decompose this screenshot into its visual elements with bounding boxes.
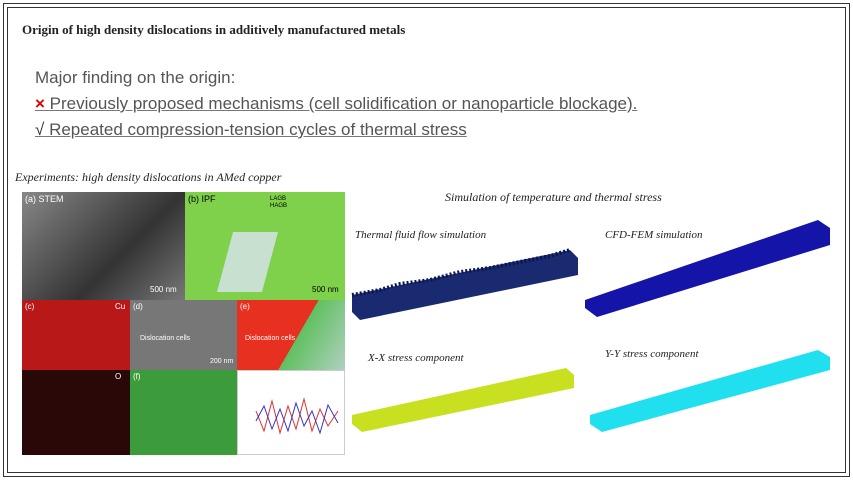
o-map <box>22 370 130 455</box>
panel-label: (b) IPF <box>188 194 216 204</box>
map-label: Cu <box>115 302 126 311</box>
profile-plot <box>237 370 345 455</box>
simulation-beams <box>351 220 830 432</box>
findings-heading: Major finding on the origin: <box>35 68 236 87</box>
beam <box>352 368 574 432</box>
map-label: O <box>115 372 122 381</box>
panel-label: (f) <box>133 372 141 381</box>
check-marker: √ <box>35 120 45 139</box>
stem-image <box>22 192 185 300</box>
grain <box>216 232 279 292</box>
line <box>255 397 339 435</box>
scale-label: 500 nm <box>312 285 339 294</box>
scale-label: 500 nm <box>150 285 177 294</box>
annotation: Dislocation cells <box>140 335 191 342</box>
annotation: Dislocation cells <box>245 335 296 342</box>
orientation-map <box>237 300 345 370</box>
simulation-caption: Simulation of temperature and thermal st… <box>445 190 662 204</box>
cross-marker: × <box>35 94 45 113</box>
cu-map <box>22 300 130 370</box>
title: Origin of high density dislocations in a… <box>22 22 406 37</box>
panel-label: (d) <box>133 302 143 311</box>
line <box>255 401 339 435</box>
finding-text: Repeated compression-tension cycles of t… <box>49 120 467 139</box>
ipf-image <box>185 192 345 300</box>
profile-lines <box>255 397 339 435</box>
panel-label: (a) STEM <box>25 194 64 204</box>
scale-label: 200 nm <box>210 358 234 365</box>
view-label: Thermal fluid flow simulation <box>355 229 487 241</box>
view-label: X-X stress component <box>368 352 464 364</box>
beam <box>590 350 830 432</box>
view-label: CFD-FEM simulation <box>605 229 703 241</box>
panel-label: (e) <box>240 302 250 311</box>
frame <box>3 3 850 477</box>
beam <box>352 250 578 320</box>
experiments-caption: Experiments: high density dislocations i… <box>15 170 282 184</box>
frame <box>7 7 846 473</box>
finding-text: Previously proposed mechanisms (cell sol… <box>49 94 638 113</box>
tem-image <box>130 300 237 370</box>
finding-item: × Previously proposed mechanisms (cell s… <box>35 94 637 114</box>
beam <box>585 220 830 317</box>
panel-label: (c) <box>25 302 35 311</box>
finding-item: √ Repeated compression-tension cycles of… <box>35 120 467 140</box>
view-label: Y-Y stress component <box>605 348 699 360</box>
misorientation-map <box>130 370 237 455</box>
legend-label: HAGB <box>270 203 288 209</box>
legend-label: LAGB <box>270 196 287 202</box>
